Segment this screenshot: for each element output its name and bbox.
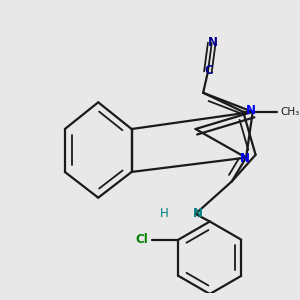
Text: Cl: Cl [135, 233, 148, 246]
Text: N: N [240, 152, 250, 165]
Text: N: N [208, 36, 218, 49]
Text: C: C [205, 64, 213, 77]
Text: CH₃: CH₃ [280, 107, 300, 117]
Text: N: N [192, 207, 203, 220]
Text: N: N [246, 104, 256, 117]
Text: H: H [160, 207, 168, 220]
